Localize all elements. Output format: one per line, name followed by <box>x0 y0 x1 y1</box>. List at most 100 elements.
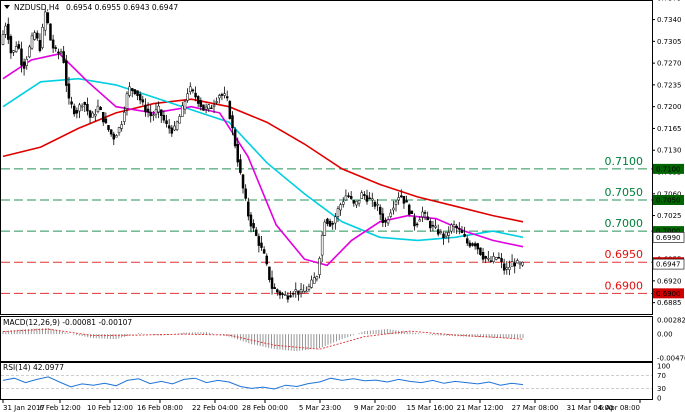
macd-tick-label: -0.00476 <box>657 355 685 363</box>
rsi-panel[interactable] <box>0 362 653 400</box>
level-price-tag <box>653 288 684 299</box>
price-bar-body <box>291 293 295 295</box>
macd-axis: 0.00282 0.00 -0.00476 <box>657 317 685 363</box>
level-price-tag-label: 0.7050 <box>656 197 681 205</box>
rsi-line <box>1 375 652 390</box>
price-bar-body <box>415 223 419 226</box>
price-bar-body <box>128 86 131 96</box>
price-bar-body <box>72 105 76 115</box>
price-bar-body <box>349 196 353 199</box>
price-bar-body <box>17 44 21 49</box>
price-bar-body <box>334 216 337 224</box>
price-bar-body <box>189 86 192 92</box>
time-tick-label: 28 Feb 00:00 <box>242 404 288 412</box>
level-price-tag-label: 0.6900 <box>656 290 681 298</box>
price-bar-body <box>283 294 287 296</box>
time-tick-label: 10 Feb 12:00 <box>87 404 133 412</box>
price-bar-body <box>91 112 94 118</box>
price-bar-body <box>505 267 509 270</box>
price-bar-body <box>218 95 221 99</box>
price-bar-body <box>215 101 218 103</box>
price-bar-body <box>381 213 385 223</box>
price-bar-body <box>57 51 60 54</box>
time-tick-label: 27 Mar 08:00 <box>512 404 559 412</box>
price-bar-body <box>444 231 448 237</box>
price-bar-body <box>196 96 200 104</box>
price-bar-body <box>476 243 480 250</box>
triangle-down-icon[interactable] <box>4 5 10 9</box>
level-label: 0.7050 <box>605 186 644 199</box>
price-bar-body <box>41 27 44 48</box>
price-bar-body <box>431 224 435 227</box>
time-tick-label: 15 Mar 16:00 <box>407 404 454 412</box>
moving-average-line <box>2 52 524 267</box>
level-label: 0.6950 <box>605 248 644 261</box>
price-bar-body <box>46 12 50 24</box>
level-price-tag <box>653 163 684 174</box>
price-bar-body <box>405 200 408 203</box>
price-bar-body <box>484 256 487 259</box>
price-bar-body <box>20 48 23 66</box>
price-bar-body <box>220 94 224 96</box>
price-bar-body <box>112 133 116 140</box>
price-bar-body <box>378 206 382 215</box>
price-bar-body <box>434 225 437 228</box>
price-bar-body <box>344 195 348 201</box>
level-label: 0.7000 <box>605 217 644 230</box>
price-bar-body <box>447 232 451 236</box>
price-bar-body <box>94 113 97 117</box>
macd-signal-line <box>2 328 524 350</box>
rsi-label: RSI(14) 42.0977 <box>3 363 64 372</box>
ohlc-readout: 0.6954 0.6955 0.6943 0.6947 <box>66 3 178 12</box>
price-bar-body <box>426 216 429 221</box>
price-bar-body <box>360 192 363 200</box>
price-bar-body <box>521 261 524 266</box>
moving-averages <box>2 52 524 267</box>
macd-histogram <box>2 328 524 352</box>
price-bar-body <box>386 219 390 224</box>
price-bar-body <box>310 279 313 288</box>
price-bar-body <box>413 217 416 227</box>
price-bar-body <box>157 105 160 113</box>
price-bar-body <box>363 194 366 196</box>
macd-panel[interactable] <box>0 316 653 362</box>
price-bar-body <box>331 223 334 225</box>
price-bar-body <box>302 291 305 294</box>
current-price-tag-label: 0.6947 <box>656 261 681 269</box>
price-bar-body <box>167 125 171 129</box>
price-bar-body <box>210 107 213 110</box>
price-bar-body <box>144 104 147 113</box>
main-price-panel[interactable] <box>0 0 653 315</box>
price-bar-body <box>286 295 290 300</box>
price-bar-body <box>429 220 432 229</box>
price-bar-body <box>43 11 47 31</box>
price-bar-body <box>96 105 100 112</box>
price-bar-body <box>336 208 340 217</box>
price-bar-body <box>452 224 456 228</box>
price-bar-body <box>212 104 216 107</box>
price-bar-body <box>59 51 63 54</box>
price-bar-body <box>373 201 377 207</box>
price-bar-body <box>191 89 195 92</box>
price-bar-body <box>202 104 205 111</box>
price-tick-label: 0.7270 <box>657 60 682 68</box>
price-bar-body <box>418 219 422 222</box>
price-bar-body <box>423 212 427 214</box>
price-bar-body <box>257 236 261 246</box>
macd-tick-label: 0.00282 <box>657 317 685 325</box>
level-labels: 0.7100 0.7050 0.7000 0.6950 0.6900 <box>605 155 644 292</box>
price-bar-body <box>141 99 145 103</box>
price-bar-body <box>154 109 158 115</box>
price-tick-label: 0.7375 <box>657 0 682 2</box>
price-bar-body <box>12 50 15 53</box>
macd-tick-label: 0.00 <box>657 331 673 339</box>
rsi-tick-label: 70 <box>657 372 666 380</box>
price-bar-body <box>392 207 395 211</box>
price-tick-label: 0.7060 <box>657 190 682 198</box>
price-bar-body <box>236 144 240 163</box>
price-bar-body <box>146 108 150 113</box>
price-bar-body <box>260 242 263 248</box>
symbol-title: NZDUSD,H4 <box>14 3 60 12</box>
current-price-tag <box>652 258 685 270</box>
price-tick-label: 0.7340 <box>657 16 682 24</box>
